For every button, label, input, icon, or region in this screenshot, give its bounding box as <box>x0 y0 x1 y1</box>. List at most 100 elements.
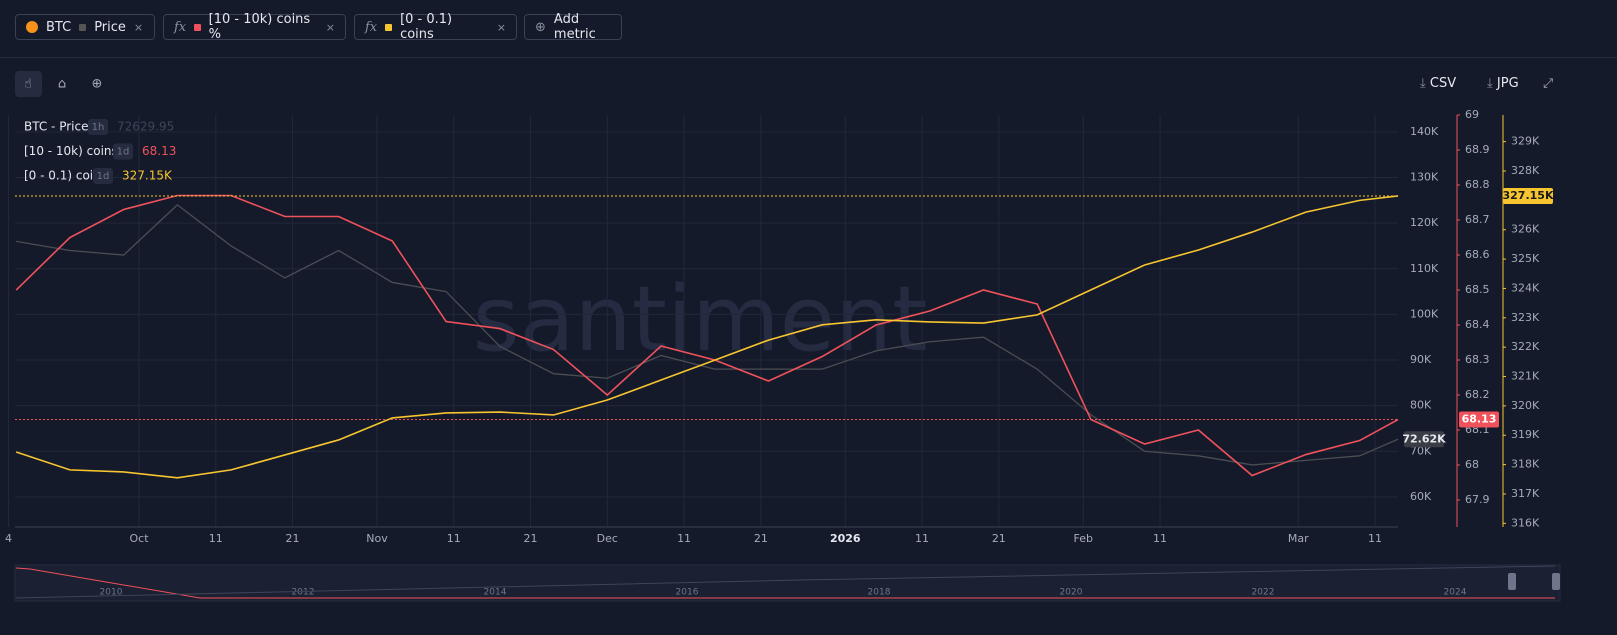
y-tick-label: 323K <box>1511 311 1540 324</box>
y-tick-label: 130K <box>1410 171 1439 184</box>
x-tick-label: 11 <box>915 532 929 545</box>
y-tick-label: 68.4 <box>1465 318 1490 331</box>
last-value-badge <box>1459 411 1499 428</box>
navigator-year: 2014 <box>484 588 507 598</box>
y-tick-label: 328K <box>1511 164 1540 177</box>
x-tick-label: 21 <box>524 532 538 545</box>
y-tick-label: 100K <box>1410 307 1439 320</box>
y-tick-label: 321K <box>1511 370 1540 383</box>
y-tick-label: 80K <box>1410 399 1432 412</box>
x-tick-label: 4 <box>5 532 12 545</box>
jpg: JPG <box>1496 76 1519 91</box>
jpg-button[interactable]: ⤓ JPG <box>1487 76 1519 91</box>
interval-badge <box>88 119 108 135</box>
navigator-year: 2018 <box>868 588 891 598</box>
legend-name: [10 - 10k) coins % <box>24 144 133 158</box>
tool-pointer[interactable] <box>15 71 42 97</box>
y-tick-label: 68.3 <box>1465 353 1490 366</box>
last-value-label: 68.13 <box>1462 413 1497 426</box>
x-tick-label: 11 <box>447 532 461 545</box>
navigator-line <box>15 567 1555 599</box>
x-tick-label: 11 <box>1153 532 1167 545</box>
interval-badge <box>113 143 133 160</box>
x-tick-label: 21 <box>754 532 768 545</box>
last-value-badge <box>1404 431 1444 448</box>
last-value-label: 327.15K <box>1503 189 1554 202</box>
fullscreen[interactable]: ⤢ <box>1543 77 1553 92</box>
metric: Price <box>94 19 126 35</box>
y-tick-label: 90K <box>1410 353 1432 366</box>
y-tick-label: 140K <box>1410 125 1439 138</box>
tool-icon[interactable]: ⌂ <box>58 77 66 92</box>
legend-value: 327.15K <box>122 169 173 183</box>
tool-icon[interactable]: ⊕ <box>92 77 103 92</box>
x-tick-label: 21 <box>286 532 300 545</box>
navigator-handle[interactable] <box>1508 573 1516 590</box>
add-label: Add metric <box>553 12 596 42</box>
watermark: santiment <box>473 267 928 372</box>
y-tick-label: 318K <box>1511 458 1540 471</box>
y-tick-label: 68.9 <box>1465 143 1490 156</box>
legend-name: BTC - Price <box>24 120 88 134</box>
x-tick-label: Mar <box>1288 532 1309 545</box>
last-value-label: 72.62K <box>1402 432 1446 445</box>
navigator-year: 2016 <box>676 588 699 598</box>
navigator-year: 2022 <box>1252 588 1275 598</box>
y-tick-label: 319K <box>1511 428 1540 441</box>
csv-button[interactable]: ⤓ CSV <box>1420 76 1457 91</box>
x-tick-label: Nov <box>366 532 388 545</box>
navigator-year: 2020 <box>1060 588 1083 598</box>
x-tick-label: 11 <box>209 532 223 545</box>
x-tick-label: 11 <box>1368 532 1382 545</box>
metric: [0 - 0.1) coins <box>400 12 453 42</box>
series-line <box>15 195 1399 479</box>
interval-badge <box>93 168 113 184</box>
y-tick-label: 326K <box>1511 223 1540 236</box>
navigator-line <box>15 565 1556 599</box>
y-tick-label: 329K <box>1511 135 1540 148</box>
y-tick-label: 322K <box>1511 340 1540 353</box>
y-tick-label: 316K <box>1511 516 1540 529</box>
asset: BTC <box>46 19 72 35</box>
metric: [10 - 10k) coins % <box>208 12 311 42</box>
y-tick-label: 68.8 <box>1465 178 1490 191</box>
legend-interval: 1d <box>117 147 130 158</box>
y-tick-label: 68.5 <box>1465 283 1490 296</box>
x-tick-label: Dec <box>597 532 618 545</box>
y-tick-label: 69 <box>1465 108 1479 121</box>
navigator-year: 2012 <box>292 588 315 598</box>
metric-bar: BTC Price × fx [10 - 10k) coins % × fx [0 - 0… <box>0 0 1617 58</box>
add-metric[interactable]: ⊕ Add metric <box>524 12 622 42</box>
last-value-badge <box>1503 187 1553 204</box>
chip-yellow[interactable]: fx [0 - 0.1) coins × <box>354 12 517 42</box>
chip-btc[interactable]: BTC Price × <box>15 14 155 40</box>
y-tick-label: 68 <box>1465 458 1479 471</box>
y-tick-label: 320K <box>1511 399 1540 412</box>
csv: CSV <box>1429 76 1457 91</box>
navigator-year: 2010 <box>100 588 123 598</box>
navigator-handle[interactable] <box>1552 573 1560 590</box>
x-tick-label: 11 <box>677 532 691 545</box>
series-line <box>16 204 1399 466</box>
legend-value: 72629.95 <box>117 120 174 134</box>
y-tick-label: 70K <box>1410 444 1432 457</box>
y-tick-label: 324K <box>1511 281 1540 294</box>
tool-icon: ☝ <box>24 77 32 92</box>
y-tick-label: 68.6 <box>1465 248 1490 261</box>
y-tick-label: 60K <box>1410 490 1432 503</box>
chip-red[interactable]: fx [10 - 10k) coins % × <box>163 12 346 42</box>
legend-name: [0 - 0.1) coins <box>24 169 107 183</box>
legend-value: 68.13 <box>142 144 176 158</box>
y-tick-label: 68.7 <box>1465 213 1490 226</box>
x-tick-label: Oct <box>129 532 149 545</box>
y-tick-label: 120K <box>1410 216 1439 229</box>
legend-interval: 1h <box>92 122 105 133</box>
x-tick-label: Feb <box>1074 532 1093 545</box>
x-tick-label: 2026 <box>830 532 861 545</box>
x-tick-label: 21 <box>992 532 1006 545</box>
y-tick-label: 325K <box>1511 252 1540 265</box>
y-tick-label: 68.2 <box>1465 388 1490 401</box>
legend-interval: 1d <box>97 171 110 182</box>
